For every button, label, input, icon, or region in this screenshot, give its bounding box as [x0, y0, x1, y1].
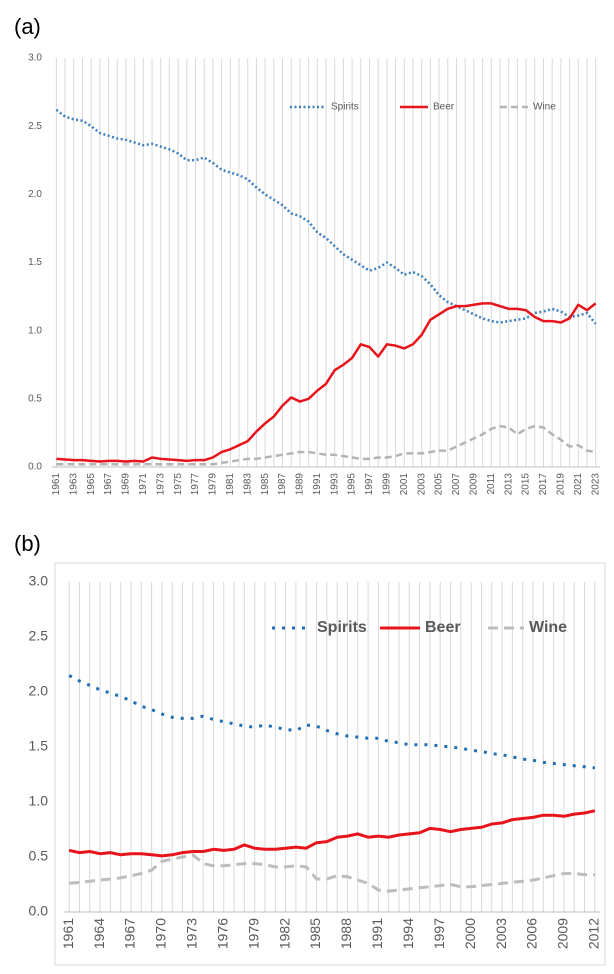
x-tick-label: 2019 [555, 473, 566, 496]
x-tick-label: 1982 [276, 918, 292, 949]
x-tick-label: 1985 [260, 473, 271, 496]
x-tick-label: 2005 [434, 473, 445, 496]
legend-label: Spirits [317, 619, 367, 636]
y-tick-label: 2.0 [28, 189, 42, 200]
x-tick-label: 1976 [214, 918, 230, 949]
legend-label: Wine [533, 102, 556, 113]
x-tick-label: 1975 [173, 473, 184, 496]
x-tick-label: 1999 [382, 473, 393, 496]
x-tick-label: 1981 [225, 473, 236, 496]
x-tick-label: 1965 [86, 473, 97, 496]
x-tick-label: 2009 [555, 918, 571, 949]
x-tick-label: 1963 [68, 473, 79, 496]
x-tick-label: 2021 [573, 473, 584, 496]
panel-label: (a) [14, 14, 41, 39]
y-tick-label: 1.5 [29, 738, 49, 754]
x-tick-label: 1967 [103, 473, 114, 496]
x-tick-label: 1979 [245, 918, 261, 949]
x-tick-label: 1989 [295, 473, 306, 496]
x-tick-label: 1977 [190, 473, 201, 496]
x-tick-label: 2017 [538, 473, 549, 496]
x-tick-label: 1971 [138, 473, 149, 496]
x-tick-label: 1997 [431, 918, 447, 949]
x-tick-label: 2009 [469, 473, 480, 496]
x-tick-label: 1997 [364, 473, 375, 496]
x-tick-label: 1994 [400, 918, 416, 949]
y-tick-label: 1.5 [28, 257, 42, 268]
x-tick-label: 1979 [208, 473, 219, 496]
y-tick-label: 3.0 [28, 53, 42, 64]
x-tick-label: 2003 [493, 918, 509, 949]
panel-label: (b) [14, 531, 41, 556]
series-line [68, 853, 595, 893]
x-tick-label: 1961 [51, 473, 62, 496]
x-tick-label: 2013 [503, 473, 514, 496]
series-line [68, 809, 596, 858]
legend-label: Spirits [331, 102, 359, 113]
legend-label: Wine [529, 619, 567, 636]
x-tick-label: 1969 [121, 473, 132, 496]
series-line [68, 674, 596, 770]
x-tick-label: 2023 [590, 473, 601, 496]
x-tick-label: 2015 [521, 473, 532, 496]
x-tick-label: 1991 [369, 918, 385, 949]
legend-label: Beer [425, 619, 461, 636]
y-tick-label: 0.0 [29, 903, 49, 919]
x-tick-label: 1991 [312, 473, 323, 496]
legend-label: Beer [433, 102, 455, 113]
y-tick-label: 2.0 [29, 683, 49, 699]
x-tick-label: 2007 [451, 473, 462, 496]
x-tick-label: 1964 [91, 918, 107, 949]
x-tick-label: 1995 [347, 473, 358, 496]
x-tick-label: 1973 [155, 473, 166, 496]
y-tick-label: 2.5 [28, 121, 42, 132]
x-tick-label: 1988 [338, 918, 354, 949]
y-tick-label: 1.0 [29, 793, 49, 809]
x-tick-label: 1967 [122, 918, 138, 949]
y-tick-label: 1.0 [28, 325, 42, 336]
series-line [56, 424, 596, 466]
series-line [56, 302, 597, 463]
x-tick-label: 2000 [462, 918, 478, 949]
y-tick-label: 0.5 [29, 848, 49, 864]
x-tick-label: 2006 [524, 918, 540, 949]
x-tick-label: 1973 [184, 918, 200, 949]
x-tick-label: 1970 [153, 918, 169, 949]
x-tick-label: 2001 [399, 473, 410, 496]
x-tick-label: 1983 [242, 473, 253, 496]
y-tick-label: 0.0 [28, 462, 42, 473]
x-tick-label: 1993 [329, 473, 340, 496]
series-line [55, 108, 597, 325]
x-tick-label: 1961 [60, 918, 76, 949]
x-tick-label: 1985 [307, 918, 323, 949]
x-tick-label: 1987 [277, 473, 288, 496]
x-tick-label: 2011 [486, 473, 497, 495]
x-tick-label: 2003 [416, 473, 427, 496]
y-tick-label: 3.0 [29, 573, 49, 589]
chart-frame [54, 562, 606, 966]
x-tick-label: 2012 [586, 918, 602, 949]
y-tick-label: 0.5 [28, 393, 42, 404]
y-tick-label: 2.5 [29, 628, 49, 644]
